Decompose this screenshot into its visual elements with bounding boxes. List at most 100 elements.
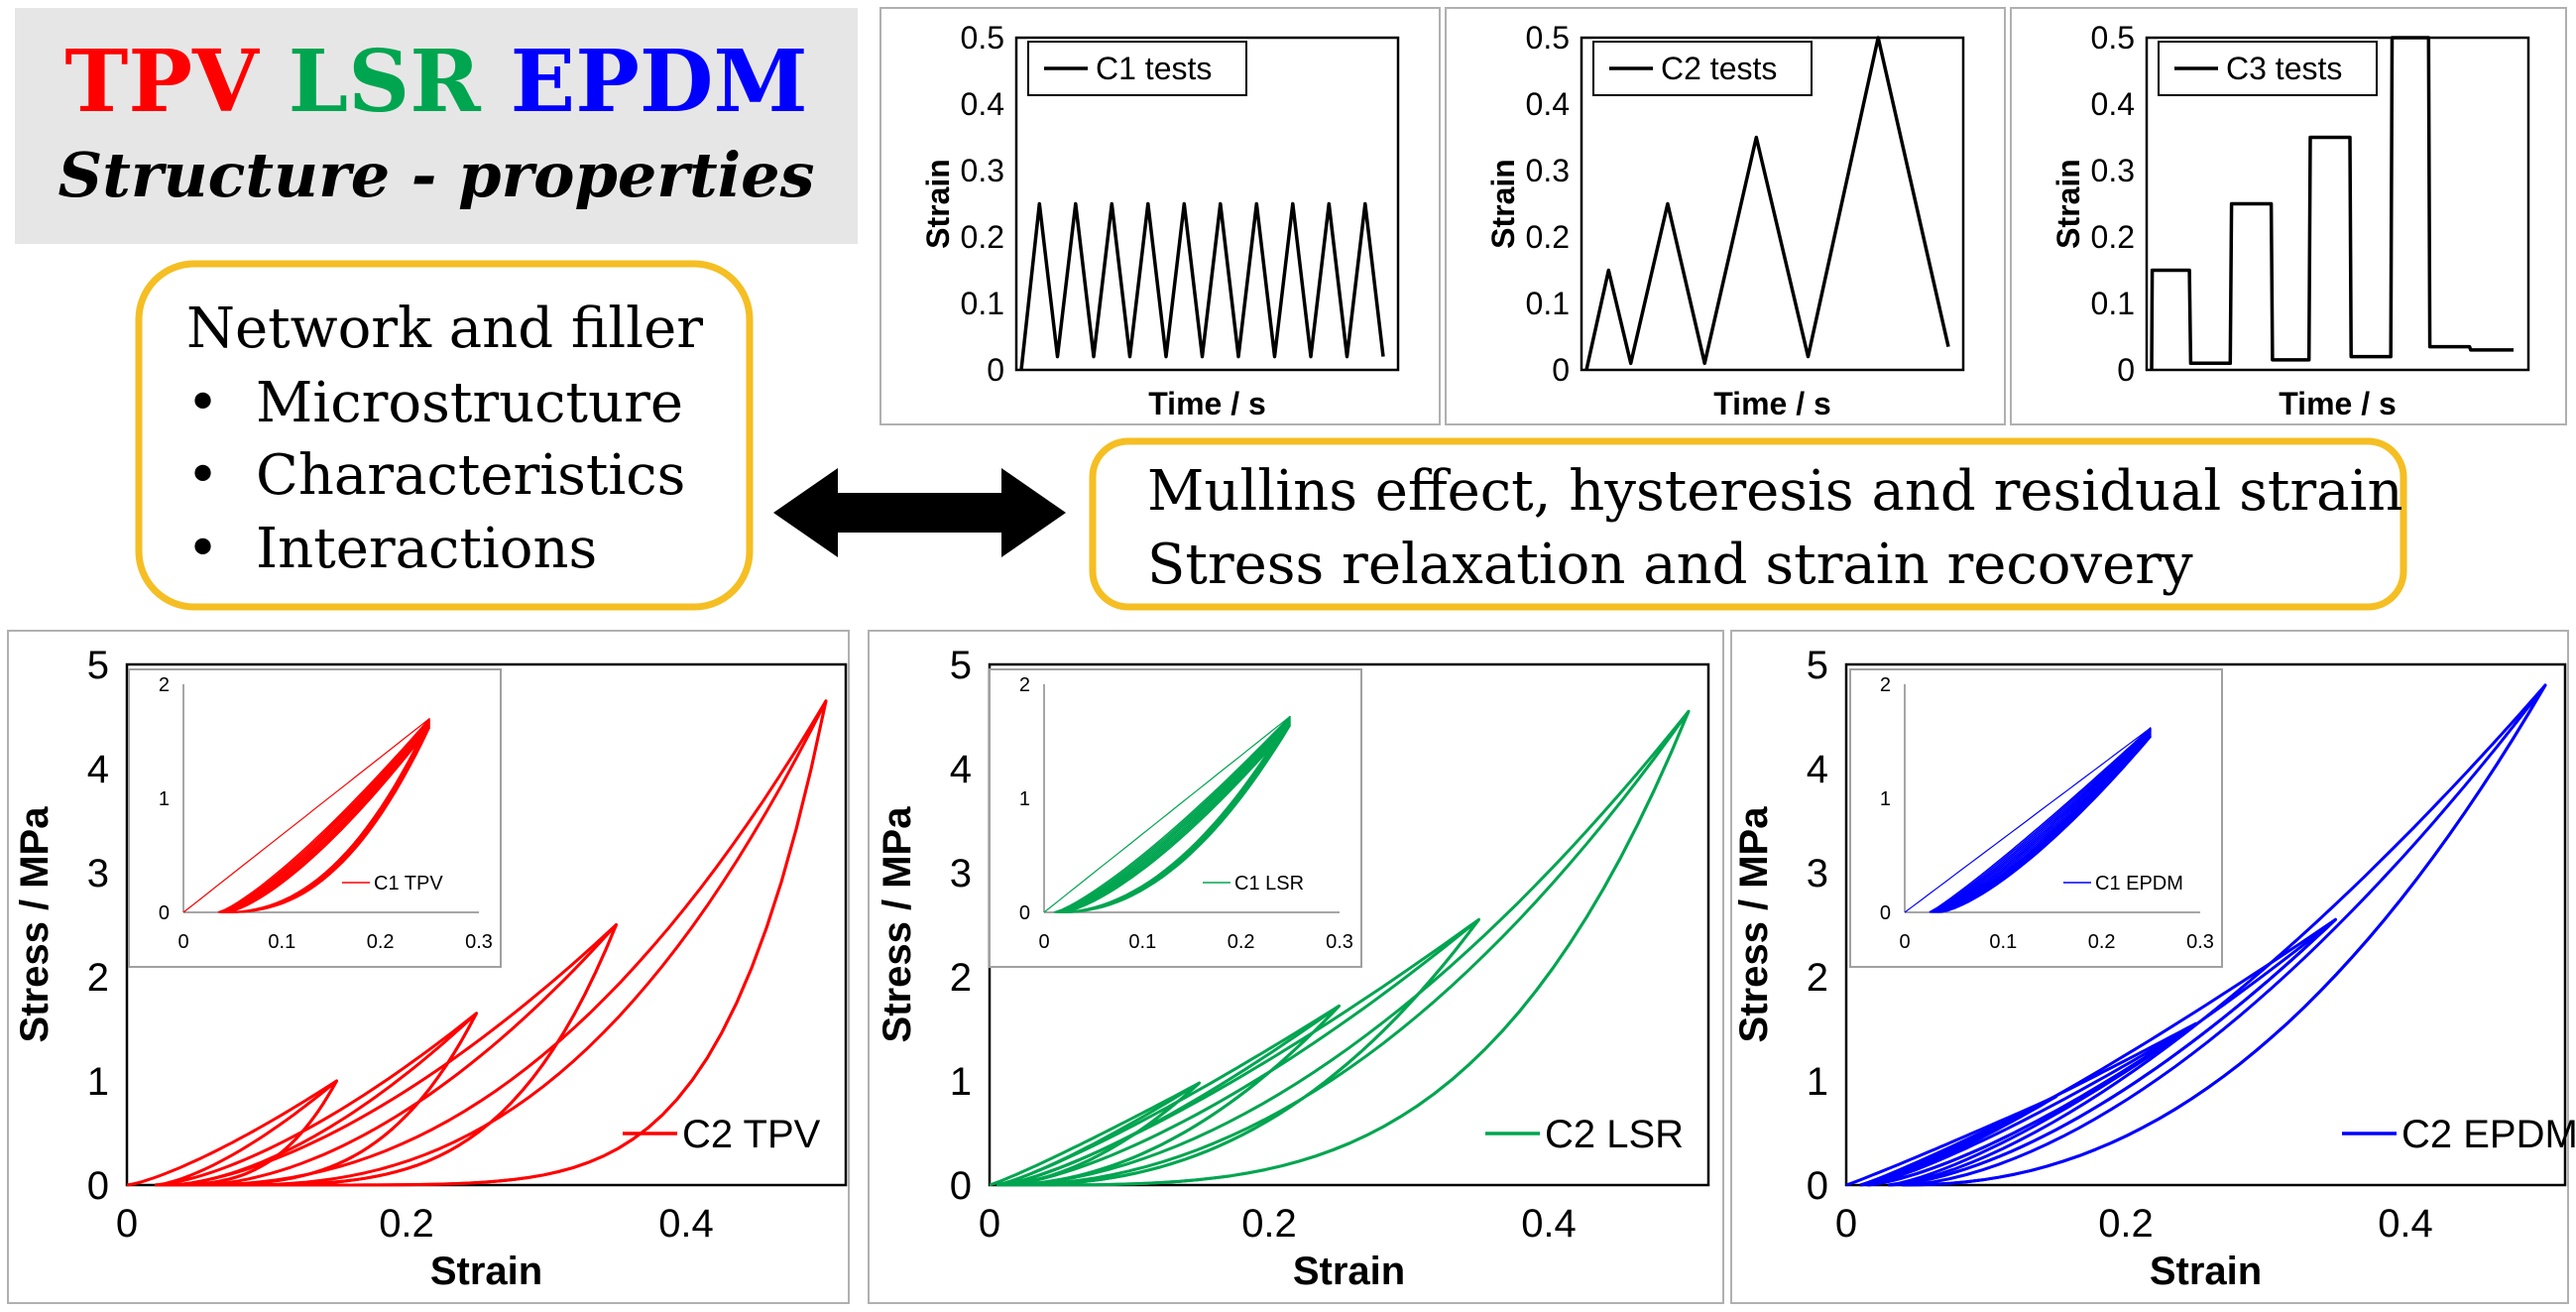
hysteresis-loop [1902,683,2547,1187]
y-axis-label: Stress / MPa [876,806,919,1043]
inset-x-tick-label: 0 [1038,931,1049,953]
y-tick-label: 0.3 [961,153,1004,188]
network-box [135,260,754,611]
legend-label: C2 LSR [1545,1113,1684,1156]
y-tick-label: 0.4 [961,86,1004,122]
y-axis-label: Stress / MPa [13,806,57,1043]
inset-y-tick-label: 2 [1019,674,1030,696]
x-tick-label: 0.2 [1241,1202,1297,1246]
y-tick-label: 0.5 [961,20,1004,56]
inset-x-tick-label: 0.2 [2088,931,2116,953]
y-tick-label: 4 [1807,748,1828,791]
x-tick-label: 0.4 [2378,1202,2433,1246]
y-axis-label: Strain [2050,159,2086,249]
network-box-title: Network and filler [186,297,703,361]
y-tick-label: 0.3 [2091,153,2135,188]
material-lsr: LSR [289,32,482,132]
y-tick-label: 0.5 [1526,20,1570,56]
y-tick-label: 0 [1552,352,1570,388]
subtitle: Structure - properties [58,139,814,211]
inset-x-tick-label: 0.3 [2186,931,2214,953]
y-tick-label: 1 [1807,1060,1828,1104]
hysteresis-loop [1005,917,1480,1187]
y-tick-label: 0.4 [2091,86,2135,122]
hysteresis-loop [196,923,618,1187]
x-tick-label: 0.2 [2098,1202,2154,1246]
inset-x-tick-label: 0.3 [1326,931,1353,953]
y-axis-label: Strain [920,159,956,249]
legend-label: C2 EPDM [2401,1113,2576,1156]
y-tick-label: 0.5 [2091,20,2135,56]
inset-y-tick-label: 1 [1019,788,1030,810]
x-axis-label: Time / s [1713,386,1831,421]
y-tick-label: 0.1 [2091,286,2135,321]
x-axis-label: Time / s [2279,386,2397,421]
y-tick-label: 0 [2117,352,2135,388]
x-tick-label: 0 [979,1202,1000,1246]
inset-first-load-curve [1043,715,1291,913]
hysteresis-loop [1888,917,2337,1187]
inset-x-tick-label: 0.1 [1128,931,1156,953]
x-tick-label: 0.4 [1521,1202,1577,1246]
y-tick-label: 5 [950,644,972,687]
y-tick-label: 0.1 [961,286,1004,321]
material-epdm: EPDM [511,32,808,132]
properties-line-1: Mullins effect, hysteresis and residual … [1147,459,2403,524]
y-tick-label: 4 [950,748,972,791]
chart-c2-tpv: 0 1 2 3 4 5 0 0.2 0.4 Strain Stress / MPa C2 TPV 0 1 2… [7,630,850,1304]
y-tick-label: 1 [87,1060,109,1104]
chart-frame [1445,7,2006,425]
y-tick-label: 3 [1807,852,1828,895]
chart-c2-tests: 0 0.1 0.2 0.3 0.4 0.5 C2 tests Time / s Strain [1445,7,2006,425]
chart-c3-tests: 0 0.1 0.2 0.3 0.4 0.5 C3 tests Time / s Strain [2010,7,2567,425]
chart-c2-epdm: 0 1 2 3 4 5 0 0.2 0.4 Strain Stress / MPa C2 EPDM 0 1… [1730,630,2576,1304]
bullet-dot: • [186,517,219,581]
x-tick-label: 0.4 [658,1202,714,1246]
y-tick-label: 3 [87,852,109,895]
chart-c1-tests: 0 0.1 0.2 0.3 0.4 0.5 C1 tests Time / s Strain [879,7,1441,425]
y-tick-label: 0.2 [961,219,1004,255]
bullet-microstructure: Microstructure [256,371,683,435]
inset-y-tick-label: 0 [1019,902,1030,924]
inset-x-tick-label: 0 [177,931,188,953]
inset-x-tick-label: 0.2 [1228,931,1255,953]
inset-x-tick-label: 0.3 [465,931,493,953]
y-tick-label: 0.2 [2091,219,2135,255]
inset-frame [989,668,1362,968]
x-tick-label: 0 [1835,1202,1857,1246]
legend-label: C2 TPV [682,1113,821,1156]
inset-y-tick-label: 2 [159,674,170,696]
plot-area [1844,662,2567,1187]
inset-cycle-loop [227,727,431,913]
strain-series-line [1584,36,1950,371]
inset-y-tick-label: 1 [159,788,170,810]
inset-cycle-loop [1938,736,2152,913]
x-axis-label: Strain [2150,1250,2262,1293]
legend-label: C1 tests [1096,51,1212,86]
properties-box [1089,437,2407,611]
materials-title: TPV LSR EPDM [64,32,807,132]
plot-area [2145,36,2530,372]
inset-x-tick-label: 0.1 [268,931,295,953]
chart-c2-lsr: 0 1 2 3 4 5 0 0.2 0.4 Strain Stress / MPa C2 LSR 0 1 2… [868,630,1724,1304]
x-axis-label: Strain [430,1250,542,1293]
inset-y-tick-label: 2 [1880,674,1891,696]
hysteresis-loop [1010,709,1691,1187]
strain-series-line [2150,36,2514,371]
y-axis-label: Stress / MPa [1732,806,1776,1043]
y-tick-label: 1 [950,1060,972,1104]
y-tick-label: 5 [87,644,109,687]
legend-label: C3 tests [2226,51,2342,86]
x-axis-label: Time / s [1148,386,1266,421]
x-tick-label: 0.2 [379,1202,434,1246]
inset-legend-label: C1 TPV [374,873,443,895]
y-tick-label: 5 [1807,644,1828,687]
bullet-interactions: Interactions [256,517,597,581]
legend-label: C2 tests [1661,51,1777,86]
y-tick-label: 4 [87,748,109,791]
y-tick-label: 2 [950,956,972,1000]
inset-y-tick-label: 0 [159,902,170,924]
y-tick-label: 0 [87,1164,109,1208]
inset-first-load-curve [1904,727,2152,913]
